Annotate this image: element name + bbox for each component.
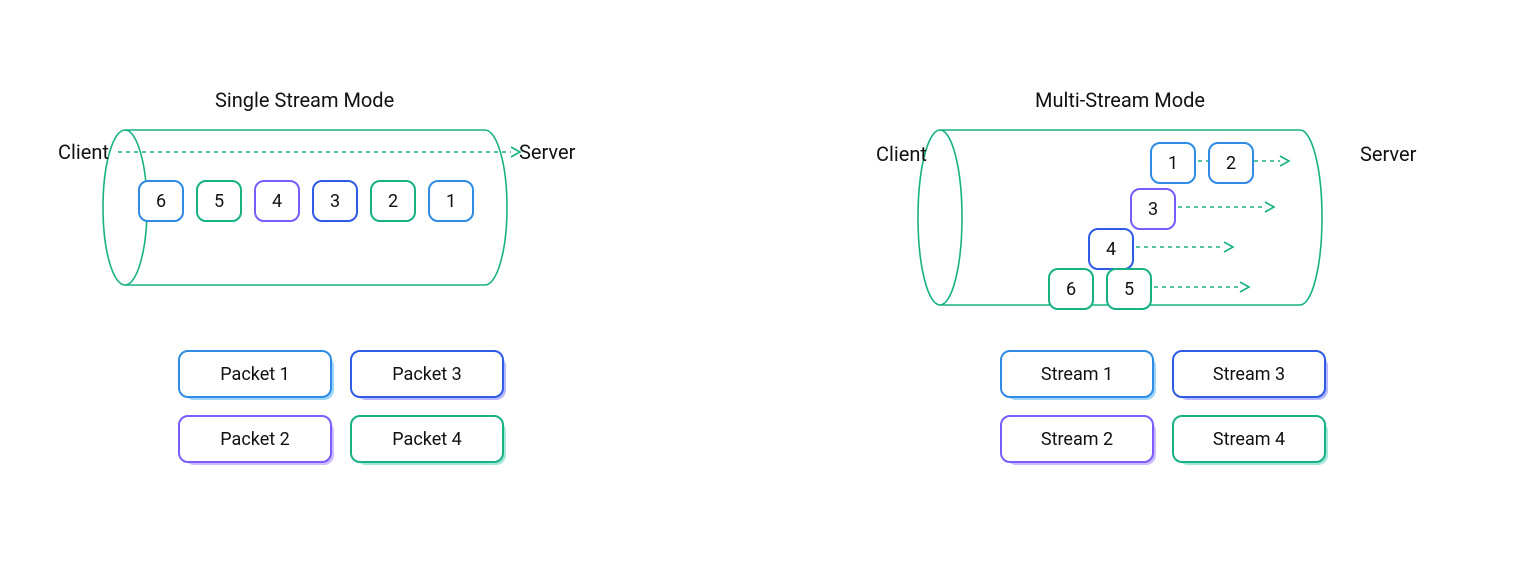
legend-box: Packet 1 xyxy=(178,350,332,398)
legend-box: Stream 3 xyxy=(1172,350,1326,398)
right-server-label: Server xyxy=(1360,142,1416,166)
packet-chip: 6 xyxy=(138,180,184,222)
right-client-label: Client xyxy=(876,142,927,166)
legend-box: Packet 2 xyxy=(178,415,332,463)
packet-chip: 3 xyxy=(1130,188,1176,230)
left-client-label: Client xyxy=(58,140,109,164)
left-title: Single Stream Mode xyxy=(215,88,394,112)
packet-chip: 4 xyxy=(1088,228,1134,270)
diagram-stage: Single Stream ModeClientServer654321Pack… xyxy=(0,0,1520,574)
packet-chip: 2 xyxy=(370,180,416,222)
packet-chip: 5 xyxy=(196,180,242,222)
packet-chip: 6 xyxy=(1048,268,1094,310)
left-server-label: Server xyxy=(519,140,575,164)
legend-box: Packet 4 xyxy=(350,415,504,463)
packet-chip: 1 xyxy=(428,180,474,222)
legend-box: Packet 3 xyxy=(350,350,504,398)
packet-chip: 3 xyxy=(312,180,358,222)
packet-chip: 4 xyxy=(254,180,300,222)
packet-chip: 1 xyxy=(1150,142,1196,184)
legend-box: Stream 1 xyxy=(1000,350,1154,398)
right-title: Multi-Stream Mode xyxy=(1035,88,1205,112)
packet-chip: 5 xyxy=(1106,268,1152,310)
legend-box: Stream 2 xyxy=(1000,415,1154,463)
packet-chip: 2 xyxy=(1208,142,1254,184)
legend-box: Stream 4 xyxy=(1172,415,1326,463)
